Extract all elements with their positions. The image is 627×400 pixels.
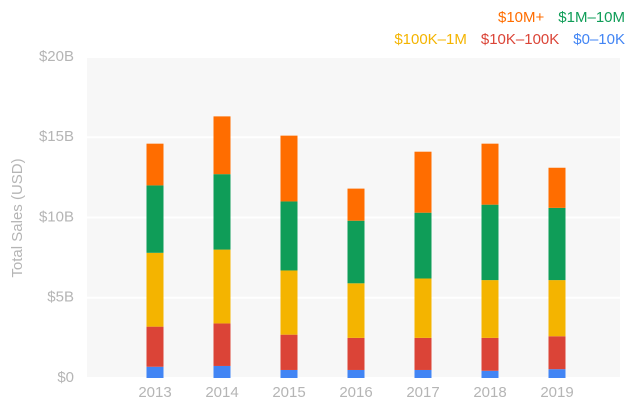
bar-segment <box>280 270 298 335</box>
bar-segment <box>347 188 365 221</box>
y-axis-label: Total Sales (USD) <box>9 158 26 277</box>
bar-segment <box>146 185 164 253</box>
bar-segment <box>414 369 432 378</box>
bar-segment <box>548 336 566 370</box>
bar-segment <box>414 151 432 213</box>
bar-segment <box>347 337 365 370</box>
bar-segment <box>146 326 164 367</box>
y-tick-label: $5B <box>47 289 74 306</box>
x-tick-label: 2019 <box>540 384 573 400</box>
bar-segment <box>481 337 499 371</box>
bar-segment <box>414 337 432 370</box>
x-tick-label: 2013 <box>138 384 171 400</box>
bar-segment <box>146 252 164 327</box>
bar-segment <box>146 143 164 186</box>
bar-segment <box>548 369 566 378</box>
bar-segment <box>481 280 499 338</box>
y-tick-label: $20B <box>39 48 74 65</box>
bar-segment <box>548 280 566 337</box>
bar-segment <box>481 204 499 281</box>
x-tick-label: 2016 <box>339 384 372 400</box>
y-tick-label: $15B <box>39 128 74 145</box>
bar-segment <box>280 201 298 271</box>
bar-segment <box>347 369 365 378</box>
bar-segment <box>213 323 231 366</box>
bar-segment <box>548 167 566 208</box>
bar-segment <box>213 365 231 378</box>
bar-segment <box>347 283 365 338</box>
bar-segment <box>146 366 164 378</box>
y-tick-label: $0 <box>57 369 74 386</box>
bar-segment <box>213 174 231 250</box>
legend-label: $1M–10M <box>558 9 625 26</box>
bar-segment <box>280 135 298 202</box>
y-tick-label: $10B <box>39 208 74 225</box>
bar-segment <box>213 249 231 324</box>
bar-segment <box>548 207 566 281</box>
legend-label: $0–10K <box>573 31 625 48</box>
bar-segment <box>414 212 432 279</box>
legend-label: $10K–100K <box>481 31 559 48</box>
bar-segment <box>347 220 365 284</box>
legend-label: $100K–1M <box>394 31 467 48</box>
bar-segment <box>280 369 298 378</box>
bar-segment <box>414 278 432 338</box>
bar-segment <box>213 116 231 175</box>
x-tick-label: 2018 <box>473 384 506 400</box>
x-tick-label: 2015 <box>272 384 305 400</box>
x-tick-label: 2014 <box>205 384 238 400</box>
legend-label: $10M+ <box>498 9 545 26</box>
bar-segment <box>481 370 499 378</box>
bar-segment <box>280 334 298 370</box>
bar-segment <box>481 143 499 205</box>
x-tick-label: 2017 <box>406 384 439 400</box>
